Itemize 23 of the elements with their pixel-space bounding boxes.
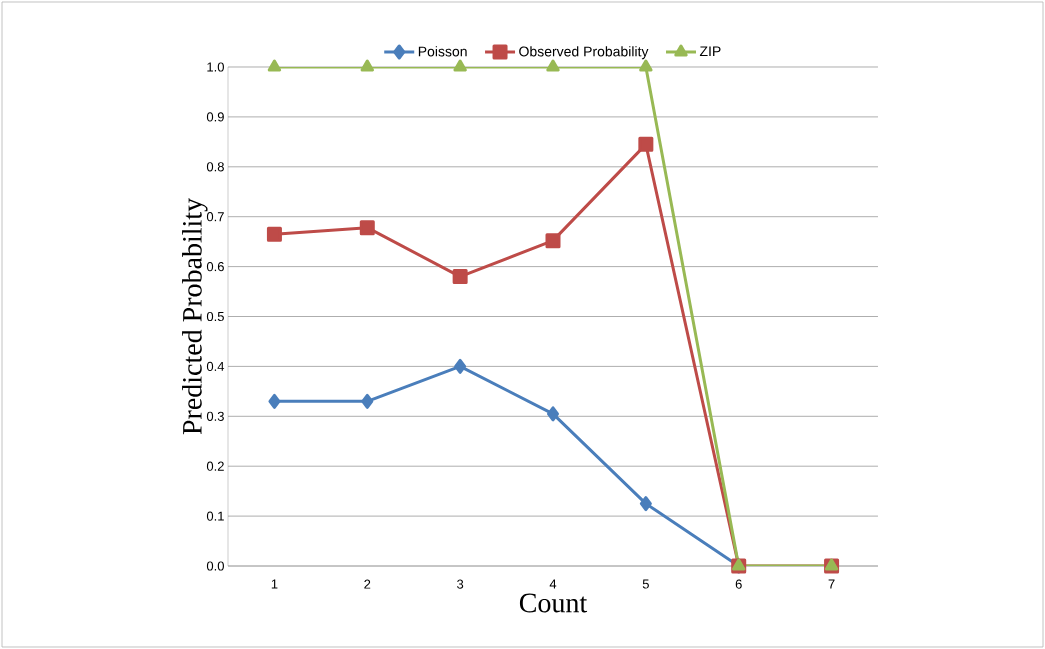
x-tick-label: 4: [549, 579, 557, 589]
y-tick-label: 1.0: [207, 62, 224, 72]
x-tick-label: 1: [271, 579, 278, 589]
x-tick-label: 2: [364, 579, 371, 589]
y-tick-label: 0.4: [206, 361, 225, 371]
x-tick-label: 3: [457, 579, 464, 589]
y-tick-label: 0.1: [206, 511, 224, 521]
x-tick-label: 5: [642, 579, 649, 589]
y-tick-label: 0.8: [206, 162, 224, 172]
y-tick-label: 0.9: [206, 112, 224, 122]
x-axis-title: Count: [519, 593, 588, 613]
y-tick-label: 0.0: [206, 561, 224, 571]
legend-label: ZIP: [699, 46, 721, 57]
legend-label: Poisson: [418, 46, 467, 57]
x-tick-label: 6: [735, 579, 742, 589]
x-tick-label: 7: [828, 579, 835, 589]
y-tick-label: 0.7: [206, 212, 224, 222]
y-tick-label: 0.2: [206, 461, 224, 471]
y-tick-label: 0.6: [206, 261, 224, 272]
y-tick-label: 0.3: [206, 411, 224, 421]
y-tick-label: 0.5: [206, 311, 224, 322]
legend-label: Observed Probability: [519, 46, 649, 60]
y-axis-title: Predicted Probability: [182, 197, 208, 435]
